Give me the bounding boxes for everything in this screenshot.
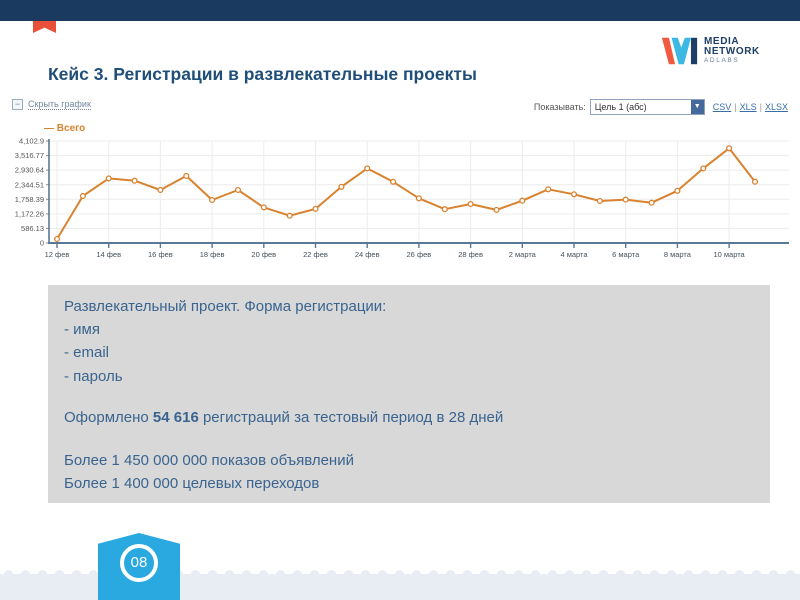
- show-label: Показывать:: [533, 102, 586, 112]
- spacer: [64, 429, 754, 449]
- page-number-badge: 08: [98, 533, 180, 600]
- svg-text:22 фев: 22 фев: [303, 250, 328, 259]
- description-line: - email: [64, 344, 110, 362]
- header-bar: [0, 0, 800, 21]
- logo-line-network: NETWORK: [704, 45, 760, 57]
- svg-text:24 фев: 24 фев: [355, 250, 380, 259]
- footer-scallop-edge: [0, 569, 800, 575]
- svg-text:2,930.64: 2,930.64: [15, 166, 44, 175]
- registrations-count: 54 616: [152, 408, 199, 426]
- svg-text:12 фев: 12 фев: [45, 250, 70, 259]
- registrations-suffix: регистраций за тестовый период в 28 дней: [198, 408, 504, 426]
- spacer: [64, 388, 754, 406]
- svg-text:4,102.9: 4,102.9: [19, 137, 44, 146]
- svg-text:6 марта: 6 марта: [612, 250, 640, 259]
- logo-wordmark: MEDIA NETWORK ADLABS: [704, 37, 760, 65]
- description-line: Развлекательный проект. Форма регистраци…: [64, 298, 387, 315]
- svg-text:4 марта: 4 марта: [560, 250, 588, 259]
- svg-text:20 фев: 20 фев: [251, 250, 276, 259]
- svg-text:586.13: 586.13: [21, 224, 44, 233]
- registrations-line-chart: 4,102.9 3,516.77 2,930.64 2,344.51 1,758.39 1…: [15, 137, 789, 259]
- export-xls-link[interactable]: XLS: [739, 102, 757, 112]
- logo-m-icon: [661, 37, 698, 65]
- svg-text:14 фев: 14 фев: [96, 250, 121, 259]
- collapse-minus-icon[interactable]: −: [12, 99, 23, 110]
- svg-text:10 марта: 10 марта: [713, 250, 745, 259]
- svg-text:1,172.26: 1,172.26: [15, 210, 44, 219]
- svg-text:8 марта: 8 марта: [664, 250, 692, 259]
- case-description-box: Развлекательный проект. Форма регистраци…: [48, 285, 770, 503]
- svg-text:2 марта: 2 марта: [509, 250, 537, 259]
- svg-text:18 фев: 18 фев: [200, 250, 225, 259]
- chart-toolbar-right: Показывать: Цель 1 (абс) ▼ CSV | XLS | X…: [534, 99, 790, 115]
- bookmark-ribbon-icon: [33, 21, 56, 33]
- logo-line-adlabs: ADLABS: [704, 57, 740, 64]
- registrations-prefix: Оформлено: [64, 408, 153, 426]
- page-number: 08: [120, 544, 158, 582]
- separator: |: [734, 102, 737, 112]
- logo-line-media: MEDIA: [704, 36, 740, 47]
- svg-text:28 фев: 28 фев: [458, 250, 483, 259]
- svg-text:16 фев: 16 фев: [148, 250, 173, 259]
- description-line: - пароль: [64, 367, 123, 385]
- stat-line: Более 1 450 000 000 показов объявлений: [64, 452, 354, 470]
- legend-series-label: Всего: [56, 123, 86, 134]
- legend-line-sample-icon: —: [44, 123, 54, 134]
- svg-text:26 фев: 26 фев: [407, 250, 432, 259]
- description-line: - имя: [64, 321, 100, 339]
- export-xlsx-link[interactable]: XLSX: [764, 102, 788, 112]
- svg-text:1,758.39: 1,758.39: [15, 195, 44, 204]
- goal-select[interactable]: Цель 1 (абс) ▼: [589, 99, 705, 115]
- analytics-chart-panel: − Скрыть график Показывать: Цель 1 (абс)…: [8, 97, 792, 272]
- stat-line: Более 1 400 000 целевых переходов: [64, 475, 320, 493]
- goal-select-value: Цель 1 (абс): [594, 102, 647, 112]
- page-title: Кейс 3. Регистрации в развлекательные пр…: [48, 64, 477, 84]
- svg-text:2,344.51: 2,344.51: [15, 180, 44, 189]
- chevron-down-icon[interactable]: ▼: [690, 100, 704, 114]
- hide-chart-link[interactable]: Скрыть график: [28, 99, 91, 110]
- chart-toolbar-left: − Скрыть график: [12, 99, 91, 110]
- chart-legend: — Всего: [44, 123, 85, 134]
- export-csv-link[interactable]: CSV: [712, 102, 732, 112]
- svg-text:3,516.77: 3,516.77: [15, 151, 44, 160]
- company-logo: MEDIA NETWORK ADLABS: [661, 37, 760, 65]
- registrations-summary: Оформлено 54 616 регистраций за тестовый…: [64, 406, 754, 429]
- svg-text:0: 0: [40, 239, 44, 248]
- separator: |: [759, 102, 762, 112]
